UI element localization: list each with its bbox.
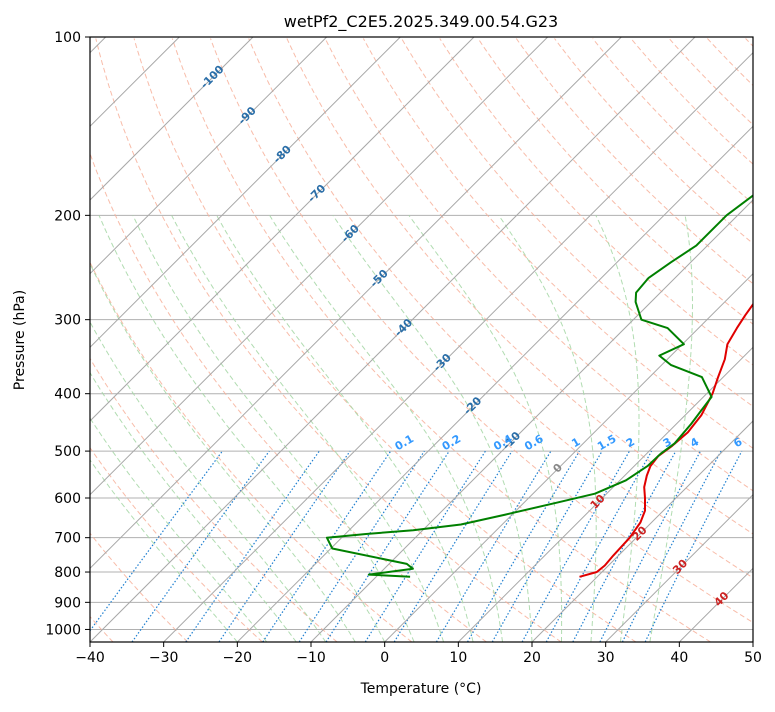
y-tick-label: 200 (54, 208, 81, 224)
y-tick-label: 100 (54, 30, 81, 46)
x-tick-label: 40 (670, 650, 688, 666)
chart-title: wetPf2_C2E5.2025.349.00.54.G23 (284, 12, 558, 32)
y-tick-label: 400 (54, 387, 81, 403)
y-tick-label: 600 (54, 491, 81, 507)
x-tick-label: −10 (296, 650, 326, 666)
x-axis-title: Temperature (°C) (360, 681, 482, 697)
y-tick-label: 1000 (45, 622, 81, 638)
y-axis-title: Pressure (hPa) (12, 290, 28, 390)
y-tick-label: 800 (54, 565, 81, 581)
y-tick-label: 900 (54, 595, 81, 611)
x-tick-label: 30 (597, 650, 615, 666)
x-tick-label: −40 (75, 650, 105, 666)
y-tick-label: 500 (54, 444, 81, 460)
x-tick-label: −20 (223, 650, 253, 666)
x-tick-label: 20 (523, 650, 541, 666)
x-tick-label: 0 (380, 650, 389, 666)
y-tick-label: 700 (54, 531, 81, 547)
x-tick-label: 10 (449, 650, 467, 666)
x-tick-label: −30 (149, 650, 179, 666)
x-tick-label: 50 (744, 650, 762, 666)
y-tick-label: 300 (54, 313, 81, 329)
